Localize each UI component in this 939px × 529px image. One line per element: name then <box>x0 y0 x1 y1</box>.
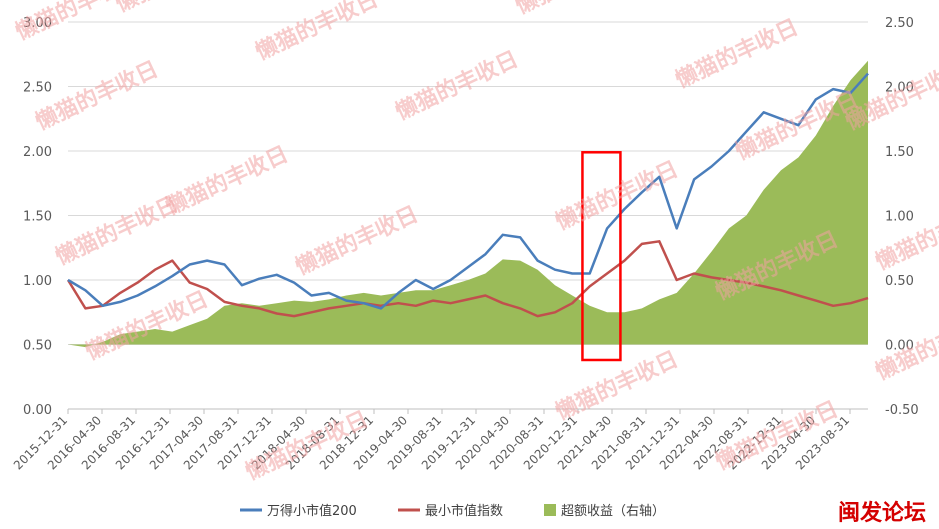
highlight-box <box>581 151 622 362</box>
series-area-excess-return <box>68 60 868 348</box>
right-axis-tick: 2.50 <box>885 16 914 31</box>
watermark-text: 懒猫的丰收日 <box>672 14 803 93</box>
series-line-min-cap-index <box>66 240 869 318</box>
left-axis-tick: 1.00 <box>23 274 52 289</box>
watermark-layer: 懒猫的丰收日懒猫的丰收日懒猫的丰收日懒猫的丰收日懒猫的丰收日懒猫的丰收日懒猫的丰… <box>12 0 939 485</box>
legend-label-min-cap-index: 最小市值指数 <box>425 503 503 519</box>
legend-label-wind-smallcap200: 万得小市值200 <box>267 503 357 519</box>
right-axis: -0.50 0.00 0.50 1.00 1.50 2.00 2.50 <box>885 16 919 418</box>
legend: 万得小市值200 最小市值指数 超额收益（右轴） <box>240 503 665 519</box>
right-axis-tick: 2.00 <box>885 81 914 96</box>
watermark-text: 懒猫的丰收日 <box>52 191 183 270</box>
index-lines-layer <box>66 72 869 318</box>
right-axis-tick: 1.50 <box>885 145 914 160</box>
watermark-text: 懒猫的丰收日 <box>552 156 683 235</box>
left-axis-tick: 3.00 <box>23 16 52 31</box>
left-axis-tick: 0.50 <box>23 339 52 354</box>
watermark-text: 懒猫的丰收日 <box>512 0 643 19</box>
watermark-text: 懒猫的丰收日 <box>292 201 423 280</box>
right-axis-tick: 1.00 <box>885 210 914 225</box>
left-axis-tick: 1.50 <box>23 210 52 225</box>
right-axis-tick: 0.00 <box>885 339 914 354</box>
watermark-text: 懒猫的丰收日 <box>162 141 293 220</box>
series-line-wind-smallcap200 <box>67 72 869 310</box>
right-axis-tick: 0.50 <box>885 274 914 289</box>
legend-label-excess-return: 超额收益（右轴） <box>561 504 665 519</box>
right-axis-tick: -0.50 <box>885 403 919 418</box>
excess-return-area-layer <box>68 60 868 348</box>
left-axis-tick: 2.50 <box>23 81 52 96</box>
left-axis: 0.00 0.50 1.00 1.50 2.00 2.50 3.00 <box>23 16 52 418</box>
watermark-text: 懒猫的丰收日 <box>112 0 243 17</box>
watermark-text: 懒猫的丰收日 <box>392 46 523 125</box>
watermark-text: 懒猫的丰收日 <box>872 196 939 275</box>
brand-label: 闽发论坛 <box>838 500 926 526</box>
highlight-layer <box>581 151 622 362</box>
watermark-text: 懒猫的丰收日 <box>252 0 383 65</box>
left-axis-tick: 2.00 <box>23 145 52 160</box>
legend-swatch-excess-return <box>544 504 556 516</box>
left-axis-tick: 0.00 <box>23 403 52 418</box>
watermark-text: 懒猫的丰收日 <box>32 56 163 135</box>
watermark-text: 懒猫的丰收日 <box>552 346 683 425</box>
